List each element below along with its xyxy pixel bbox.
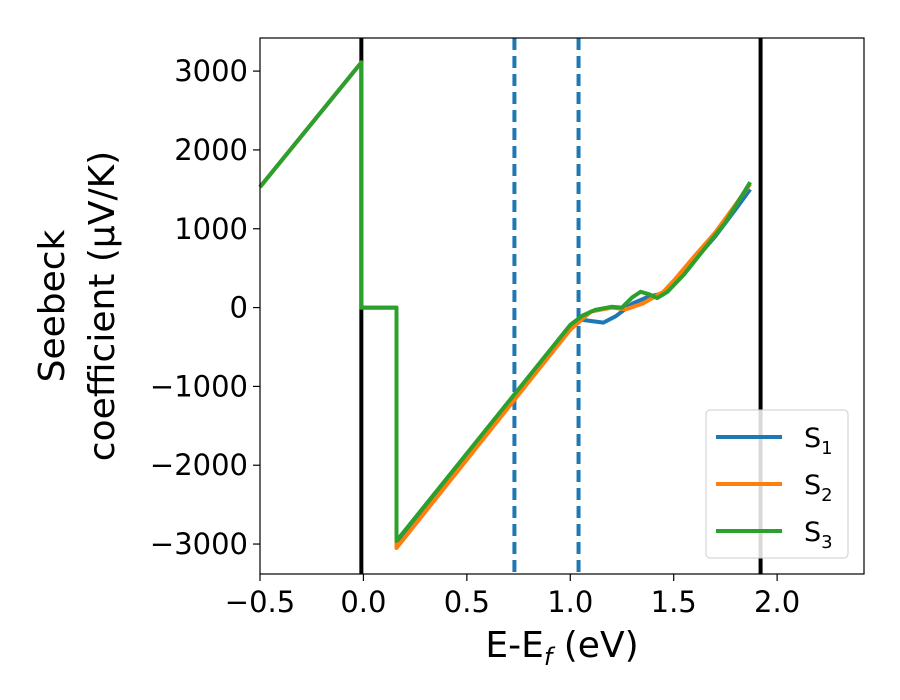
legend-items: S1 S2 S3 <box>716 423 833 553</box>
legend-label-s1: S1 <box>804 423 833 459</box>
plot-frame <box>259 37 865 575</box>
x-axis-title-unit: (eV) <box>552 625 638 666</box>
series-line-s3 <box>258 60 752 543</box>
x-tick-label: 1.5 <box>651 585 697 619</box>
y-tick-label: −3000 <box>150 527 248 561</box>
x-tick-label: 0.5 <box>444 585 490 619</box>
x-tick-label: 1.0 <box>547 585 593 619</box>
x-axis-title: E-Ef (eV) <box>485 625 638 671</box>
ticks-layer: −0.5 0.0 0.5 1.0 1.5 2.0 −3000 −2000 −1000 0 1000 2… <box>150 54 800 619</box>
legend: S1 S2 S3 <box>705 409 849 559</box>
legend-label-s2: S2 <box>804 470 833 506</box>
x-tick-label: 0.0 <box>340 585 386 619</box>
series-line-s2 <box>258 60 752 550</box>
y-tick-label: 1000 <box>174 212 248 246</box>
lines-layer <box>359 38 763 574</box>
x-tick-label: 2.0 <box>754 585 800 619</box>
legend-label-s3: S3 <box>804 517 833 553</box>
series-line-s1 <box>258 60 752 548</box>
y-tick-label: −1000 <box>150 369 248 403</box>
series-layer <box>258 60 752 550</box>
y-tick-label: 3000 <box>174 54 248 88</box>
y-tick-label: 0 <box>230 291 248 325</box>
x-axis-title-main: E-E <box>485 625 543 666</box>
y-axis-title-line2: coefficient (μV/K) <box>82 151 123 461</box>
y-tick-label: 2000 <box>174 133 248 167</box>
y-axis-title-line1: Seebeck <box>32 229 73 382</box>
y-tick-label: −2000 <box>150 448 248 482</box>
x-tick-label: −0.5 <box>225 585 295 619</box>
